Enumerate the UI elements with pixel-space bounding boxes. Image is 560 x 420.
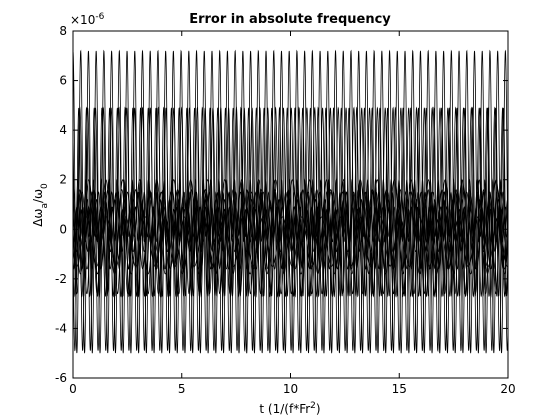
y-tick-label: 2 <box>59 173 67 187</box>
series-line-12 <box>73 208 508 295</box>
x-tick-label: 20 <box>500 382 515 396</box>
svg-text:×10-6: ×10-6 <box>70 12 105 27</box>
series-line-11 <box>73 206 508 243</box>
y-tick-label: 0 <box>59 222 67 236</box>
y-tick-label: -4 <box>55 321 67 335</box>
y-axis-label: Δωa/ω0 <box>31 183 50 227</box>
y-exponent-power: -6 <box>95 12 104 22</box>
y-exponent-label: ×10-6 <box>70 12 105 27</box>
y-axis-label-ratio: /ω <box>31 189 45 203</box>
x-tick-label: 0 <box>69 382 77 396</box>
x-axis-label: t (1/(f*Fr2) <box>259 401 320 416</box>
x-tick-label: 15 <box>392 382 407 396</box>
series-line-10 <box>73 216 508 267</box>
y-tick-label: 6 <box>59 74 67 88</box>
y-tick-label: 8 <box>59 24 67 38</box>
series-line-2 <box>73 106 508 353</box>
y-tick-label: -6 <box>55 371 67 385</box>
y-axis-label-subscript: a <box>40 203 50 209</box>
x-axis-label-tail: ) <box>316 402 321 416</box>
plot-area <box>73 49 508 354</box>
y-axis-label-subscript-zero: 0 <box>40 183 50 189</box>
x-tick-label: 5 <box>178 382 186 396</box>
chart-title: Error in absolute frequency <box>189 12 391 27</box>
y-axis-label-delta: Δω <box>31 209 45 227</box>
y-tick-label: 4 <box>59 123 67 137</box>
y-exponent-base: ×10 <box>70 13 95 27</box>
x-axis-label-superscript: 2 <box>310 401 316 411</box>
x-axis-label-base: t (1/(f*Fr <box>259 402 310 416</box>
axes-box <box>72 30 509 379</box>
y-tick-label: -2 <box>55 272 67 286</box>
x-tick-label: 10 <box>283 382 298 396</box>
